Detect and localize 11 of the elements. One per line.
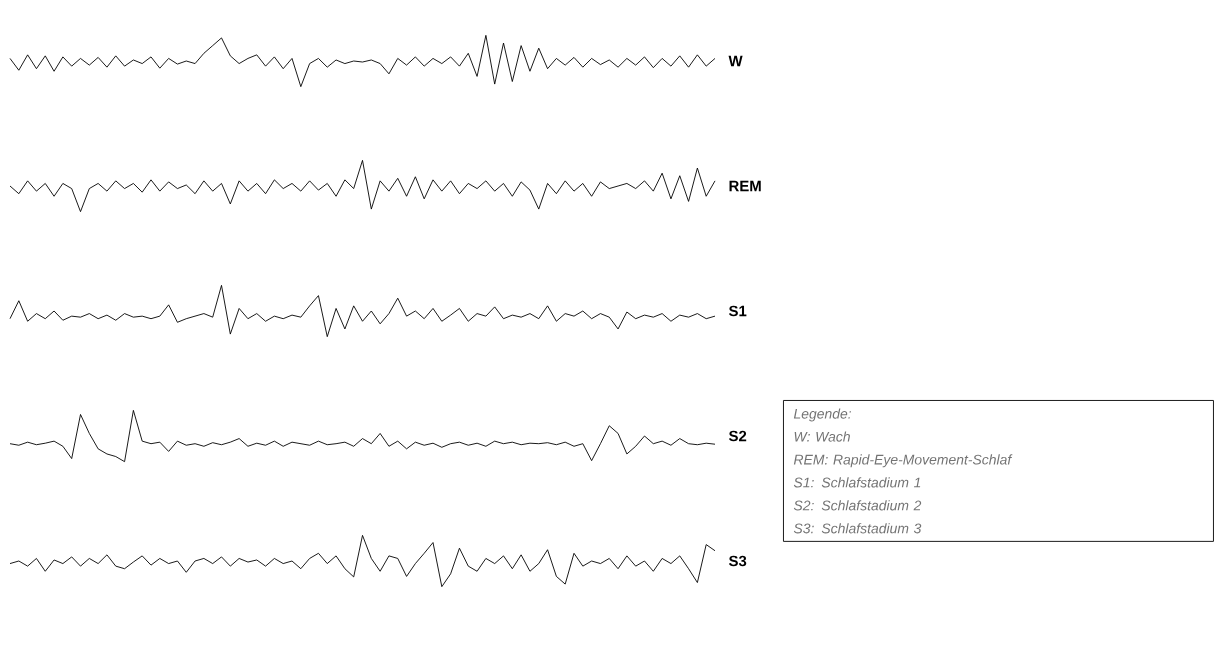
text: Legende: [793, 408, 852, 422]
text: S1: Schlafstadium 1 [793, 477, 921, 488]
series-label: W [728, 55, 743, 67]
series-label: S3 [728, 555, 747, 567]
text: S3: Schlafstadium 3 [793, 523, 922, 534]
text: REM: Rapid-Eye-Movement-Schlaf [793, 454, 1013, 468]
text: W: Wach [794, 431, 850, 442]
series-label: S1 [728, 305, 747, 317]
series-label: S2 [728, 430, 747, 442]
text: S2: Schlafstadium 2 [793, 500, 922, 511]
series-label: REM [729, 180, 761, 192]
